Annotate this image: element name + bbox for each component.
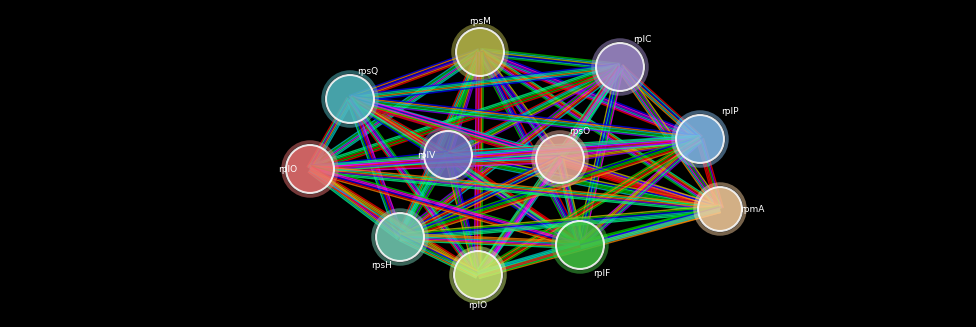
Circle shape xyxy=(536,135,584,183)
Text: rplC: rplC xyxy=(632,35,651,43)
Circle shape xyxy=(454,251,502,299)
Circle shape xyxy=(556,221,604,269)
Circle shape xyxy=(698,187,742,231)
Text: rpsO: rpsO xyxy=(569,127,590,135)
Circle shape xyxy=(326,75,374,123)
Text: rplO: rplO xyxy=(468,301,488,309)
Text: rplO: rplO xyxy=(278,164,298,174)
Circle shape xyxy=(286,145,334,193)
Text: rplP: rplP xyxy=(721,107,739,115)
Text: rpsH: rpsH xyxy=(372,261,392,269)
Text: rplV: rplV xyxy=(417,150,435,160)
Text: rpsQ: rpsQ xyxy=(357,66,379,76)
Circle shape xyxy=(456,28,504,76)
Circle shape xyxy=(676,115,724,163)
Circle shape xyxy=(424,131,472,179)
Text: rpsM: rpsM xyxy=(469,18,491,26)
Circle shape xyxy=(376,213,424,261)
Circle shape xyxy=(596,43,644,91)
Text: rpmA: rpmA xyxy=(740,204,764,214)
Text: rplF: rplF xyxy=(593,268,611,278)
